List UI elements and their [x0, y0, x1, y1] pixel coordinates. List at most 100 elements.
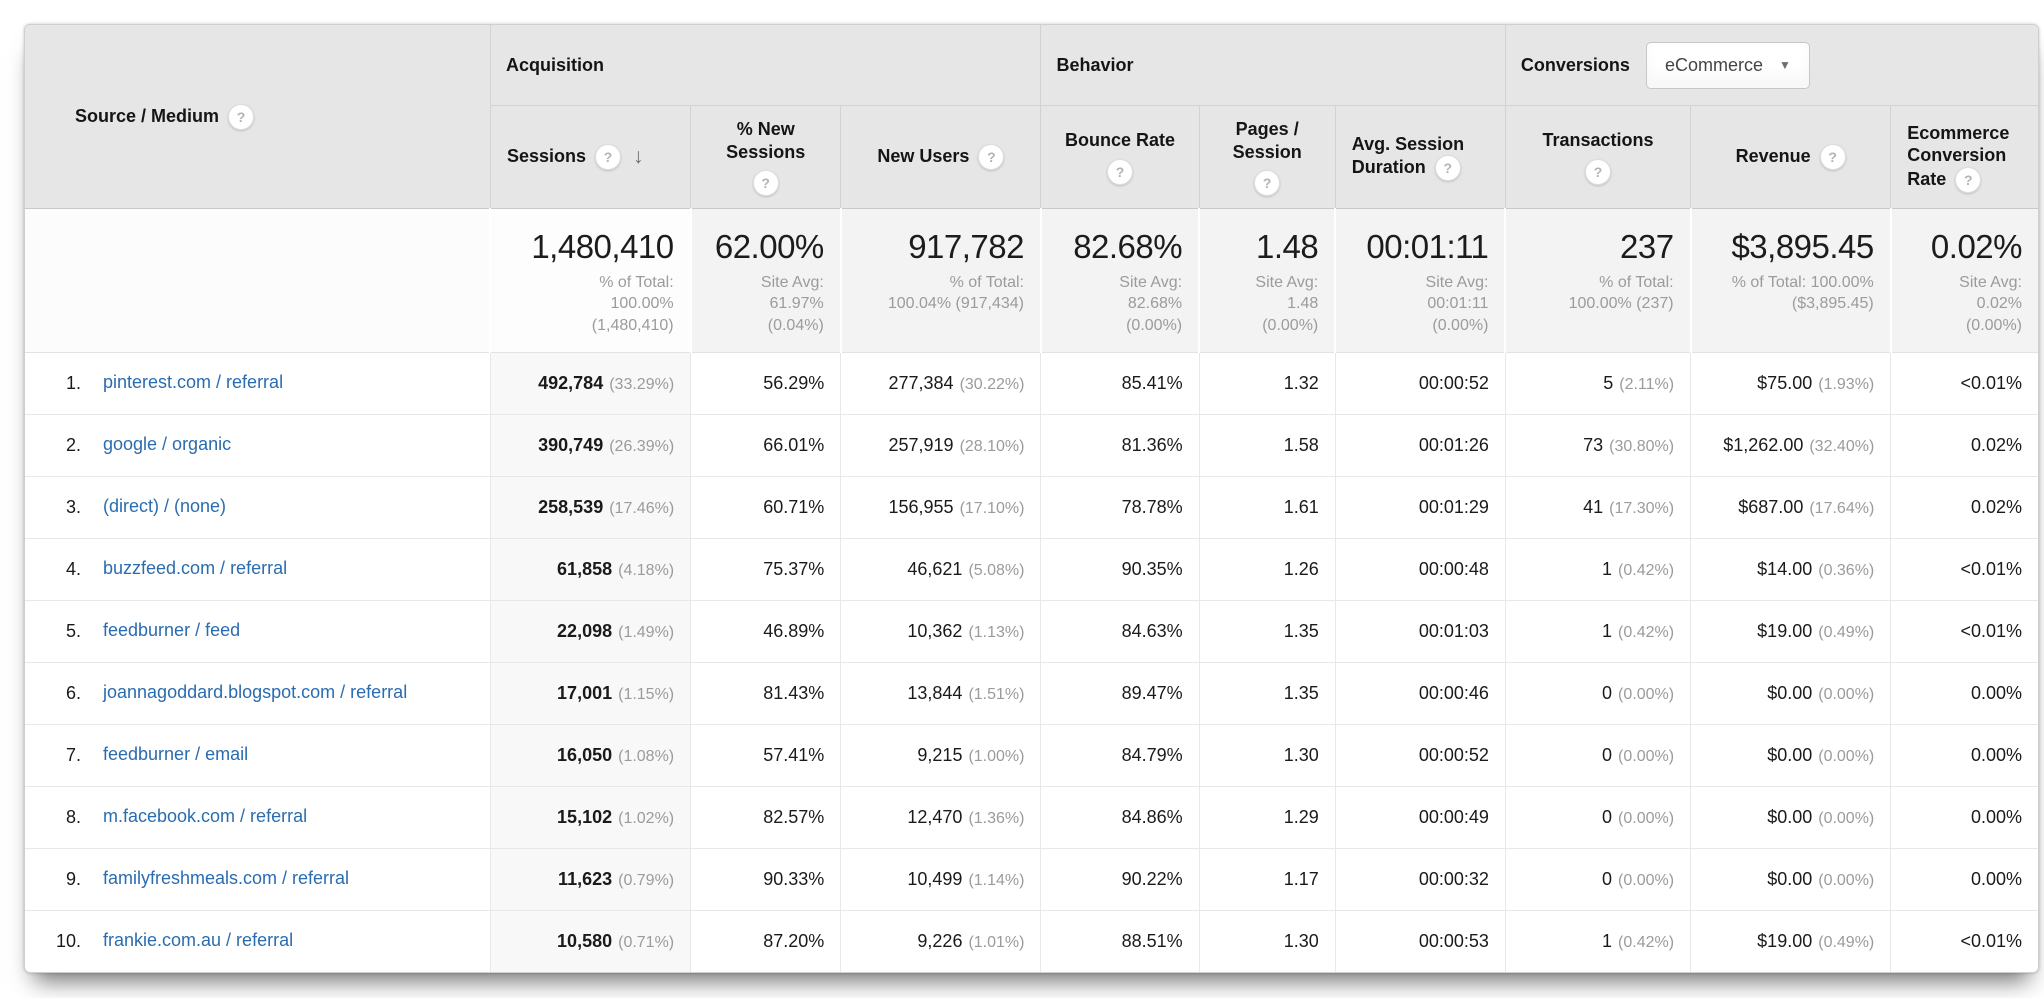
help-icon[interactable]: ? — [978, 144, 1005, 170]
conversion-rate-cell: <0.01% — [1890, 599, 2038, 663]
revenue-value: $1,262.00 — [1723, 434, 1804, 455]
column-header-pct-new-sessions[interactable]: % New Sessions? — [690, 105, 841, 209]
table-row: 9. familyfreshmeals.com / referral 11,62… — [25, 847, 2038, 911]
transactions-percent: (2.11%) — [1619, 375, 1675, 393]
new-users-percent: (1.14%) — [968, 871, 1025, 889]
column-header-source-medium[interactable]: Source / Medium? — [25, 25, 491, 209]
pct-new-sessions-cell: 60.71% — [690, 475, 841, 539]
transactions-percent: (0.00%) — [1618, 747, 1675, 765]
bounce-rate-value: 89.47% — [1121, 682, 1183, 703]
group-header-behavior: Behavior — [1040, 25, 1506, 106]
new-users-percent: (5.08%) — [968, 561, 1025, 579]
totals-avg-session-duration: 00:01:11 Site Avg: 00:01:11 (0.00%) — [1334, 208, 1506, 353]
transactions-cell: 5 (2.11%) — [1504, 351, 1691, 415]
table-row: 3. (direct) / (none) 258,539 (17.46%) 60.… — [25, 475, 2038, 539]
pct-new-sessions-value: 46.89% — [763, 620, 825, 641]
sessions-percent: (1.02%) — [618, 809, 675, 827]
new-users-value: 9,226 — [917, 930, 963, 951]
totals-bounce-rate: 82.68% Site Avg: 82.68% (0.00%) — [1039, 208, 1200, 353]
row-index: 2. — [65, 434, 81, 455]
transactions-cell: 1 (0.42%) — [1504, 537, 1691, 601]
help-icon[interactable]: ? — [1584, 158, 1611, 185]
source-medium-link[interactable]: (direct) / (none) — [103, 496, 227, 517]
source-medium-link[interactable]: feedburner / feed — [103, 620, 241, 641]
source-medium-link[interactable]: pinterest.com / referral — [103, 372, 284, 393]
source-medium-link[interactable]: feedburner / email — [103, 744, 249, 765]
help-icon[interactable]: ? — [228, 103, 255, 130]
conversions-type-dropdown[interactable]: eCommerce ▼ — [1645, 41, 1810, 89]
avg-session-duration-cell: 00:00:48 — [1334, 537, 1506, 601]
totals-sessions: 1,480,410 % of Total: 100.00% (1,480,410… — [489, 208, 691, 353]
avg-session-duration-value: 00:01:29 — [1418, 496, 1489, 517]
pct-new-sessions-cell: 87.20% — [690, 909, 841, 972]
column-header-new-users[interactable]: New Users? — [840, 105, 1041, 209]
conversion-rate-value: <0.01% — [1960, 620, 2022, 641]
row-index: 10. — [55, 930, 81, 951]
avg-session-duration-cell: 00:01:03 — [1334, 599, 1506, 663]
revenue-cell: $0.00 (0.00%) — [1690, 723, 1891, 787]
new-users-cell: 10,499 (1.14%) — [840, 847, 1041, 911]
bounce-rate-value: 81.36% — [1121, 434, 1183, 455]
pages-session-value: 1.26 — [1283, 558, 1319, 579]
transactions-value: 0 — [1602, 682, 1613, 703]
source-medium-link[interactable]: joannagoddard.blogspot.com / referral — [103, 682, 408, 703]
total-note: Site Avg: 0.02% (0.00%) — [1959, 274, 2022, 334]
revenue-percent: (0.00%) — [1818, 871, 1875, 889]
avg-session-duration-value: 00:00:52 — [1418, 372, 1489, 393]
row-index: 8. — [65, 806, 81, 827]
sessions-cell: 17,001 (1.15%) — [489, 661, 691, 725]
column-header-transactions[interactable]: Transactions? — [1504, 105, 1691, 209]
totals-conversion-rate: 0.02% Site Avg: 0.02% (0.00%) — [1889, 208, 2038, 353]
table-header: Source / Medium? Acquisition Behavior Co… — [25, 25, 2038, 209]
pct-new-sessions-cell: 81.43% — [690, 661, 841, 725]
pages-session-cell: 1.61 — [1198, 475, 1336, 539]
column-header-revenue[interactable]: Revenue? — [1690, 105, 1891, 209]
source-medium-link[interactable]: familyfreshmeals.com / referral — [103, 868, 350, 889]
total-note: % of Total: 100.00% (237) — [1568, 274, 1674, 313]
sessions-cell: 492,784 (33.29%) — [489, 351, 691, 415]
sort-desc-icon[interactable]: ↓ — [633, 145, 644, 168]
column-header-avg-session-duration[interactable]: Avg. Session Duration? — [1334, 105, 1506, 209]
help-icon[interactable]: ? — [1254, 170, 1281, 196]
column-header-bounce-rate[interactable]: Bounce Rate? — [1040, 105, 1200, 209]
revenue-value: $0.00 — [1767, 682, 1813, 703]
column-header-sessions[interactable]: Sessions? ↓ — [489, 105, 691, 209]
total-note: Site Avg: 61.97% (0.04%) — [760, 274, 824, 334]
totals-pct-new-sessions: 62.00% Site Avg: 61.97% (0.04%) — [689, 208, 841, 353]
totals-new-users: 917,782 % of Total: 100.04% (917,434) — [839, 208, 1041, 353]
conversion-rate-cell: 0.00% — [1890, 723, 2038, 787]
help-icon[interactable]: ? — [1819, 144, 1846, 170]
help-icon[interactable]: ? — [752, 170, 779, 196]
help-icon[interactable]: ? — [1107, 158, 1134, 185]
pages-session-cell: 1.26 — [1198, 537, 1336, 601]
help-icon[interactable]: ? — [1955, 166, 1982, 193]
revenue-value: $19.00 — [1757, 930, 1813, 951]
bounce-rate-cell: 90.22% — [1040, 847, 1200, 911]
revenue-cell: $75.00 (1.93%) — [1690, 351, 1891, 415]
revenue-value: $14.00 — [1757, 558, 1813, 579]
transactions-value: 73 — [1583, 434, 1604, 455]
source-medium-link[interactable]: frankie.com.au / referral — [103, 930, 294, 951]
help-icon[interactable]: ? — [595, 144, 621, 170]
bounce-rate-value: 78.78% — [1121, 496, 1183, 517]
conversion-rate-cell: 0.02% — [1890, 475, 2038, 539]
pct-new-sessions-value: 90.33% — [763, 868, 825, 889]
pct-new-sessions-value: 57.41% — [763, 744, 825, 765]
column-header-pages-session[interactable]: Pages / Session? — [1198, 105, 1336, 209]
row-index: 1. — [65, 372, 81, 393]
row-index: 5. — [65, 620, 81, 641]
source-medium-link[interactable]: google / organic — [103, 434, 232, 455]
avg-session-duration-cell: 00:00:52 — [1334, 351, 1506, 415]
source-medium-link[interactable]: buzzfeed.com / referral — [103, 558, 288, 579]
revenue-percent: (0.00%) — [1818, 747, 1875, 765]
pages-session-value: 1.35 — [1283, 682, 1319, 703]
pages-session-value: 1.32 — [1283, 372, 1319, 393]
source-medium-link[interactable]: m.facebook.com / referral — [103, 806, 308, 827]
column-header-ecommerce-conversion-rate[interactable]: Ecommerce Conversion Rate? — [1890, 105, 2038, 209]
help-icon[interactable]: ? — [1434, 155, 1461, 182]
sessions-value: 16,050 — [557, 744, 613, 765]
pct-new-sessions-value: 87.20% — [763, 930, 825, 951]
total-value: 917,782 — [908, 228, 1024, 265]
pages-session-value: 1.30 — [1283, 744, 1319, 765]
bounce-rate-cell: 81.36% — [1040, 413, 1200, 477]
